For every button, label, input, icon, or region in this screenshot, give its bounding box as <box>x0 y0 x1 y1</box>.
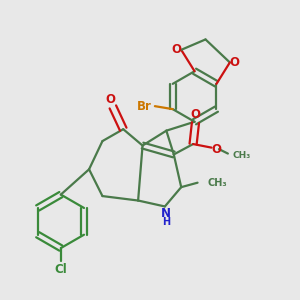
Text: CH₃: CH₃ <box>232 151 250 160</box>
Text: Br: Br <box>137 100 152 113</box>
Text: O: O <box>229 56 239 69</box>
Text: O: O <box>211 142 221 156</box>
Text: O: O <box>106 93 116 106</box>
Text: N: N <box>161 206 171 220</box>
Text: Cl: Cl <box>55 263 67 276</box>
Text: O: O <box>172 43 182 56</box>
Text: CH₃: CH₃ <box>208 178 228 188</box>
Text: O: O <box>190 108 200 121</box>
Text: H: H <box>162 217 170 227</box>
